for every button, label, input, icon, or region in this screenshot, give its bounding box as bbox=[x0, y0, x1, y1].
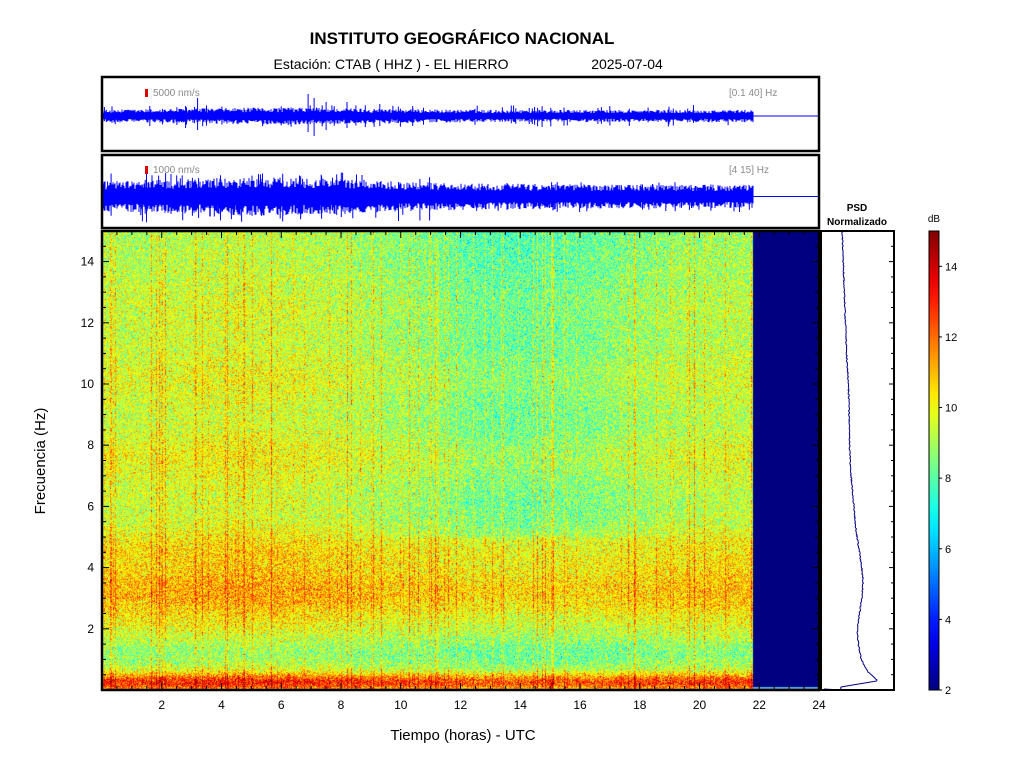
x-tick-label: 18 bbox=[633, 698, 647, 712]
x-tick-label: 6 bbox=[278, 698, 285, 712]
y-tick-label: 14 bbox=[81, 255, 95, 269]
x-tick-label: 24 bbox=[812, 698, 826, 712]
colorbar-tick-label: 12 bbox=[945, 332, 957, 344]
psd-subtitle: Normalizado bbox=[827, 217, 887, 228]
colorbar-tick-label: 6 bbox=[945, 544, 951, 556]
colorbar: dB 2 4 6 8 10 12 14 bbox=[928, 214, 957, 697]
amplitude-scale-label: 1000 nm/s bbox=[153, 165, 200, 176]
y-axis-label: Frecuencia (Hz) bbox=[32, 408, 49, 515]
y-tick-label: 4 bbox=[87, 561, 94, 575]
x-tick-label: 12 bbox=[454, 698, 468, 712]
x-tick-label: 20 bbox=[693, 698, 707, 712]
x-tick-label: 2 bbox=[158, 698, 165, 712]
y-tick-label: 6 bbox=[87, 499, 94, 513]
y-tick-label: 8 bbox=[87, 438, 94, 452]
x-axis-label: Tiempo (horas) - UTC bbox=[390, 727, 535, 744]
filter-band-label: [4 15] Hz bbox=[729, 165, 769, 176]
y-tick-label: 12 bbox=[81, 316, 95, 330]
x-tick-label: 10 bbox=[394, 698, 408, 712]
amplitude-scale-bar bbox=[145, 166, 148, 174]
colorbar-label: dB bbox=[928, 214, 941, 225]
colorbar-ticks: 2 4 6 8 10 12 14 bbox=[939, 261, 957, 697]
colorbar-gradient bbox=[928, 230, 940, 691]
seismogram-panel-broadband: 5000 nm/s [0.1 40] Hz bbox=[100, 75, 821, 153]
amplitude-scale-label: 5000 nm/s bbox=[153, 88, 200, 99]
seismogram-panel-filtered: 1000 nm/s [4 15] Hz bbox=[100, 153, 821, 230]
amplitude-scale-bar bbox=[145, 89, 148, 97]
y-tick-label: 10 bbox=[81, 377, 95, 391]
figure-title: INSTITUTO GEOGRÁFICO NACIONAL bbox=[310, 29, 615, 48]
x-tick-label: 16 bbox=[573, 698, 587, 712]
date-label: 2025-07-04 bbox=[591, 56, 663, 72]
spectrogram-heatmap bbox=[102, 231, 819, 690]
psd-curve bbox=[823, 230, 878, 691]
x-tick-label: 22 bbox=[753, 698, 767, 712]
psd-title: PSD bbox=[847, 203, 868, 214]
y-tick-label: 2 bbox=[87, 622, 94, 636]
x-tick-label: 4 bbox=[218, 698, 225, 712]
colorbar-tick-label: 10 bbox=[945, 403, 957, 415]
colorbar-tick-label: 2 bbox=[945, 685, 951, 697]
colorbar-tick-label: 8 bbox=[945, 473, 951, 485]
psd-panel: PSD Normalizado bbox=[820, 203, 895, 691]
colorbar-tick-label: 4 bbox=[945, 614, 951, 626]
x-tick-label: 14 bbox=[514, 698, 528, 712]
station-label: Estación: CTAB ( HHZ ) - EL HIERRO bbox=[274, 56, 509, 72]
colorbar-tick-label: 14 bbox=[945, 261, 957, 273]
filter-band-label: [0.1 40] Hz bbox=[729, 88, 777, 99]
x-tick-label: 8 bbox=[338, 698, 345, 712]
